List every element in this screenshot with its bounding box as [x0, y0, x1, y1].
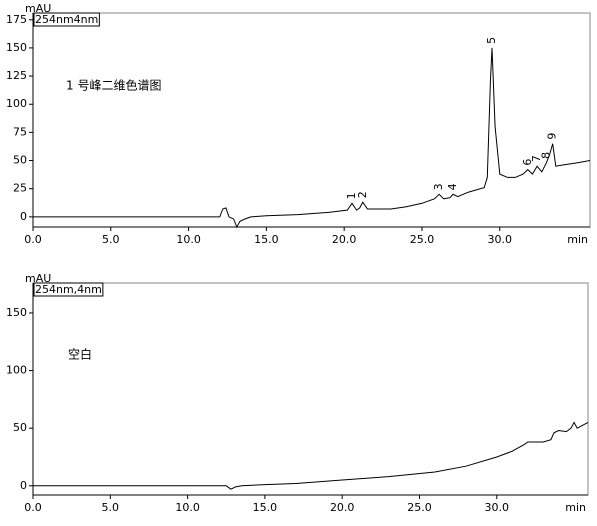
- y-tick-label: 50: [13, 421, 27, 434]
- y-tick-label: 150: [6, 306, 27, 319]
- method-label: 254nm,4nm: [35, 283, 102, 296]
- x-tick-label: 25.0: [407, 501, 432, 514]
- y-tick-label: 0: [20, 210, 27, 223]
- x-tick-label: 10.0: [175, 501, 200, 514]
- x-tick-label: 30.0: [485, 501, 510, 514]
- peak-label: 4: [446, 183, 459, 190]
- note: 空白: [68, 347, 92, 362]
- y-tick-label: 125: [6, 69, 27, 82]
- plot-frame: [32, 12, 591, 228]
- note: 1 号峰二维色谱图: [66, 79, 161, 93]
- y-tick-label: 175: [6, 13, 27, 26]
- y-tick-label: 0: [20, 479, 27, 492]
- peak-label: 9: [546, 133, 559, 140]
- x-tick-label: 5.0: [102, 501, 120, 514]
- y-axis-label: mAU: [25, 2, 51, 15]
- method-box: [33, 282, 104, 297]
- plot-frame: [32, 282, 589, 496]
- y-tick-label: 100: [6, 364, 27, 377]
- x-tick-label: 20.0: [332, 233, 357, 246]
- x-tick-label: 0.0: [24, 501, 42, 514]
- x-tick-label: 15.0: [253, 501, 278, 514]
- x-tick-label: 25.0: [410, 233, 435, 246]
- method-box: [33, 12, 100, 27]
- x-tick-label: 15.0: [254, 233, 279, 246]
- y-tick-label: 75: [13, 125, 27, 138]
- x-tick-label: 20.0: [330, 501, 355, 514]
- peak-label: 2: [356, 191, 369, 198]
- y-tick-label: 25: [13, 182, 27, 195]
- peak-label: 3: [432, 183, 445, 190]
- y-tick-label: 100: [6, 97, 27, 110]
- method-label: 254nm4nm: [35, 13, 98, 26]
- x-axis-label: min: [567, 233, 588, 246]
- peak-label: 5: [485, 37, 498, 44]
- trace-line: [33, 421, 589, 490]
- y-tick-label: 150: [6, 41, 27, 54]
- x-axis-label: min: [565, 501, 586, 514]
- trace-line: [33, 47, 591, 229]
- x-tick-label: 30.0: [488, 233, 513, 246]
- y-axis-label: mAU: [25, 272, 51, 285]
- peak-label: 8: [539, 152, 552, 159]
- peak-label: 7: [530, 155, 543, 162]
- peak-label: 6: [521, 159, 534, 166]
- x-tick-label: 10.0: [176, 233, 201, 246]
- x-tick-label: 0.0: [24, 233, 42, 246]
- y-tick-label: 50: [13, 154, 27, 167]
- x-tick-label: 5.0: [102, 233, 120, 246]
- peak-label: 1: [345, 192, 358, 199]
